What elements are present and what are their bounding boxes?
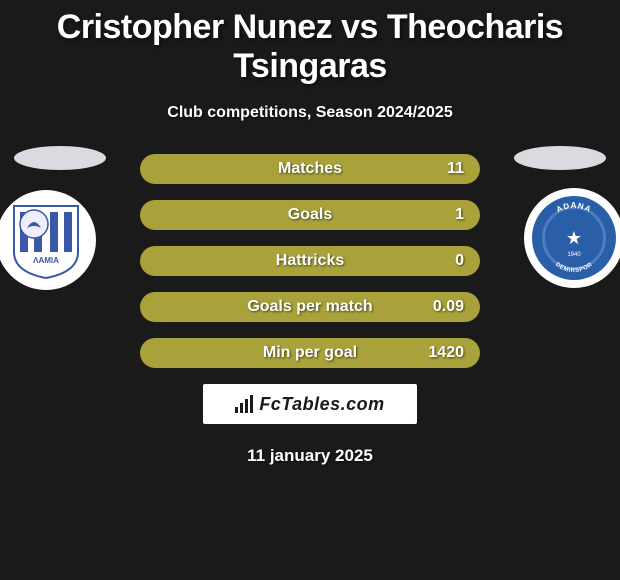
brand-box: FcTables.com: [203, 384, 417, 424]
player-right-token: ★ ADANA DEMIRSPOR 1940: [514, 146, 606, 170]
svg-text:ΛAMIA: ΛAMIA: [33, 256, 59, 265]
player-ellipse-icon: [14, 146, 106, 170]
stat-label: Hattricks: [276, 252, 344, 270]
stat-row: Goals per match 0.09: [140, 292, 480, 322]
stat-label: Goals per match: [247, 298, 372, 316]
stat-rows: Matches 11 Goals 1 Hattricks 0 Goals per match…: [140, 154, 480, 368]
stats-section: ΛAMIA ★ ADANA DEMIRSPOR 1940: [0, 154, 620, 368]
stat-label: Matches: [278, 160, 342, 178]
stat-label: Min per goal: [263, 344, 357, 362]
club-badge-left: ΛAMIA: [0, 190, 96, 290]
brand-text: FcTables.com: [259, 394, 384, 415]
stat-row: Goals 1: [140, 200, 480, 230]
stat-value: 1420: [428, 344, 464, 362]
svg-text:1940: 1940: [567, 252, 581, 258]
date-label: 11 january 2025: [0, 446, 620, 466]
club-badge-right: ★ ADANA DEMIRSPOR 1940: [524, 188, 620, 288]
page-title: Cristopher Nunez vs Theocharis Tsingaras: [0, 0, 620, 86]
stat-row: Min per goal 1420: [140, 338, 480, 368]
stat-value: 11: [447, 160, 464, 178]
svg-text:DEMIRSPOR: DEMIRSPOR: [554, 262, 594, 274]
svg-text:ADANA: ADANA: [555, 201, 593, 214]
star-icon: ★: [566, 228, 582, 249]
stat-row: Hattricks 0: [140, 246, 480, 276]
stat-label: Goals: [288, 206, 332, 224]
stat-value: 1: [455, 206, 464, 224]
bars-icon: [235, 395, 253, 413]
player-ellipse-icon: [514, 146, 606, 170]
stat-value: 0: [455, 252, 464, 270]
stat-value: 0.09: [433, 298, 464, 316]
player-left-token: ΛAMIA: [14, 146, 106, 170]
stat-row: Matches 11: [140, 154, 480, 184]
subtitle: Club competitions, Season 2024/2025: [0, 104, 620, 122]
shield-icon: ΛAMIA: [10, 200, 82, 280]
